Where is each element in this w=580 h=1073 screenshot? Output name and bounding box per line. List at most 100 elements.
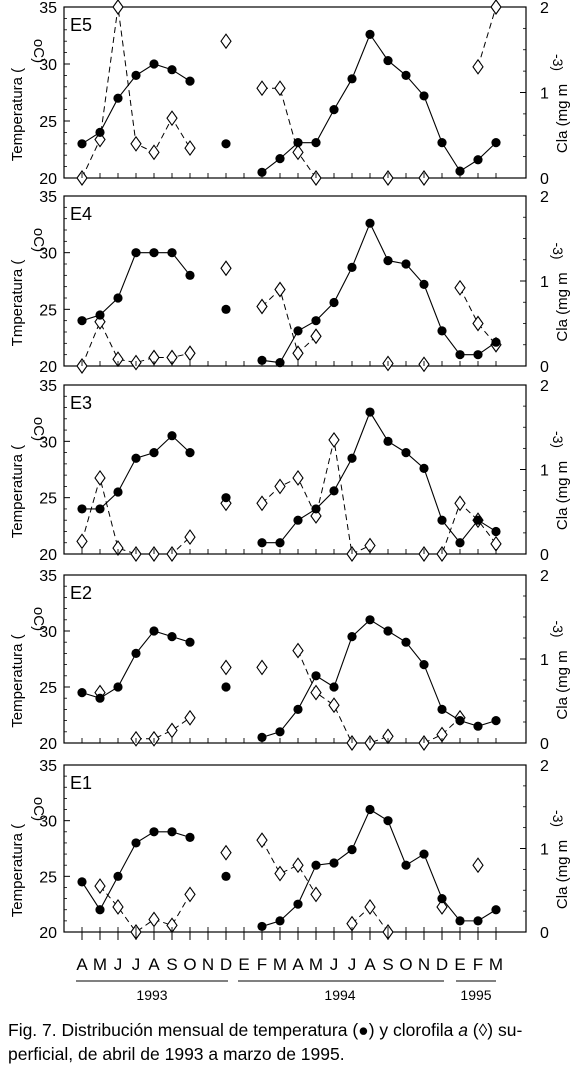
chlorophyll-point xyxy=(76,533,88,550)
temperature-point xyxy=(185,270,195,280)
right-tick-label: 0 xyxy=(540,547,549,564)
x-tick-label: O xyxy=(183,955,196,974)
x-tick-label: A xyxy=(76,955,88,974)
temperature-point xyxy=(347,262,357,272)
x-tick-label: A xyxy=(148,955,160,974)
x-tick-label: J xyxy=(114,955,123,974)
temperature-point xyxy=(419,91,429,101)
temperature-point xyxy=(383,256,393,266)
x-tick-label: N xyxy=(418,955,430,974)
temperature-point xyxy=(455,716,465,726)
temperature-point xyxy=(401,637,411,647)
temperature-point xyxy=(347,632,357,642)
temperature-point xyxy=(95,905,105,915)
chlorophyll-point xyxy=(256,832,268,849)
chlorophyll-point xyxy=(220,659,232,676)
left-tick-label: 30 xyxy=(39,624,57,641)
x-tick-label: D xyxy=(436,955,448,974)
temperature-point xyxy=(221,682,231,692)
y-axis-unit-temperature: oC) xyxy=(30,417,47,441)
temperature-point xyxy=(131,648,141,659)
caption-part-2: ) y clorofila xyxy=(368,1020,459,1040)
temperature-point xyxy=(455,166,465,176)
x-tick-label: E xyxy=(454,955,465,974)
temperature-point xyxy=(437,894,447,904)
chlorophyll-line xyxy=(261,839,317,895)
temperature-point xyxy=(491,138,501,148)
temperature-point xyxy=(311,138,321,148)
temperature-point xyxy=(293,704,303,715)
x-tick-label: F xyxy=(473,955,483,974)
chlorophyll-point xyxy=(472,58,484,75)
y-axis-label-temperature: Tmperatura ( xyxy=(9,260,26,347)
chlorophyll-point xyxy=(256,659,268,676)
temperature-point xyxy=(185,832,195,842)
left-tick-label: 20 xyxy=(39,736,57,753)
chlorophyll-point xyxy=(220,260,232,277)
chlorophyll-point xyxy=(184,345,196,362)
panel-label: E3 xyxy=(70,393,92,413)
left-tick-label: 25 xyxy=(39,114,57,131)
chlorophyll-point xyxy=(292,857,304,874)
panel-label: E2 xyxy=(70,583,92,603)
year-label: 1993 xyxy=(136,987,167,1003)
chlorophyll-point xyxy=(310,328,322,345)
chlorophyll-point xyxy=(472,857,484,874)
x-tick-label: E xyxy=(238,955,249,974)
temperature-point xyxy=(419,463,429,473)
left-tick-label: 20 xyxy=(39,547,57,564)
right-tick-label: 1 xyxy=(540,86,549,103)
y-axis-label-chlorophyll: Cla (mg m xyxy=(554,84,571,153)
chlorophyll-line xyxy=(136,717,191,740)
temperature-point xyxy=(329,297,339,308)
chlorophyll-point xyxy=(454,495,466,512)
y-axis-label-temperature: Temperatura ( xyxy=(9,445,26,538)
temperature-point xyxy=(77,139,87,149)
chlorophyll-line xyxy=(81,476,191,555)
chlorophyll-point xyxy=(184,529,196,546)
y-axis-unit-chlorophyll: -3) xyxy=(550,54,566,71)
temperature-point xyxy=(473,916,483,926)
left-tick-label: 30 xyxy=(39,434,57,451)
temperature-point xyxy=(257,921,267,932)
temperature-point xyxy=(383,55,393,66)
chlorophyll-point xyxy=(310,684,322,701)
chlorophyll-point xyxy=(130,135,142,152)
chlorophyll-line xyxy=(262,87,317,179)
x-tick-label: M xyxy=(93,955,107,974)
temperature-point xyxy=(329,858,339,868)
panel-e5: 20 25 30 35 0 1 2 E5 Temperatura (oC) Cla (mg m -3… xyxy=(9,0,571,188)
y-axis-label-chlorophyll: Cla (mg m xyxy=(554,650,571,719)
temperature-line xyxy=(261,808,497,927)
chlorophyll-line xyxy=(297,650,389,744)
chlorophyll-point xyxy=(292,345,304,362)
temperature-point xyxy=(311,860,321,870)
chlorophyll-point xyxy=(112,540,124,557)
chlorophyll-point xyxy=(112,899,124,915)
temperature-point xyxy=(347,74,357,84)
y-axis-unit-chlorophyll: -3) xyxy=(550,431,566,448)
panel-frame xyxy=(63,195,527,367)
temperature-symbol: ● xyxy=(358,1020,369,1040)
chlorophyll-point xyxy=(328,431,340,448)
chlorophyll-point xyxy=(310,508,322,524)
temperature-point xyxy=(149,248,159,258)
temperature-point xyxy=(419,279,429,289)
temperature-point xyxy=(329,486,339,496)
right-tick-label: 2 xyxy=(540,0,549,17)
temperature-point xyxy=(77,504,87,514)
left-tick-label: 25 xyxy=(39,869,57,886)
left-tick-label: 20 xyxy=(39,171,57,188)
temperature-point xyxy=(293,326,303,336)
left-tick-label: 30 xyxy=(39,57,57,74)
chlorophyll-line xyxy=(81,6,191,179)
temperature-line xyxy=(82,434,191,510)
temperature-point xyxy=(257,355,267,365)
temperature-point xyxy=(149,827,159,837)
y-axis-label-temperature: Temperatura ( xyxy=(9,68,26,161)
temperature-point xyxy=(293,515,303,525)
temperature-point xyxy=(275,727,285,737)
chlorophyll-point xyxy=(94,470,106,486)
x-tick-label: D xyxy=(220,955,232,974)
